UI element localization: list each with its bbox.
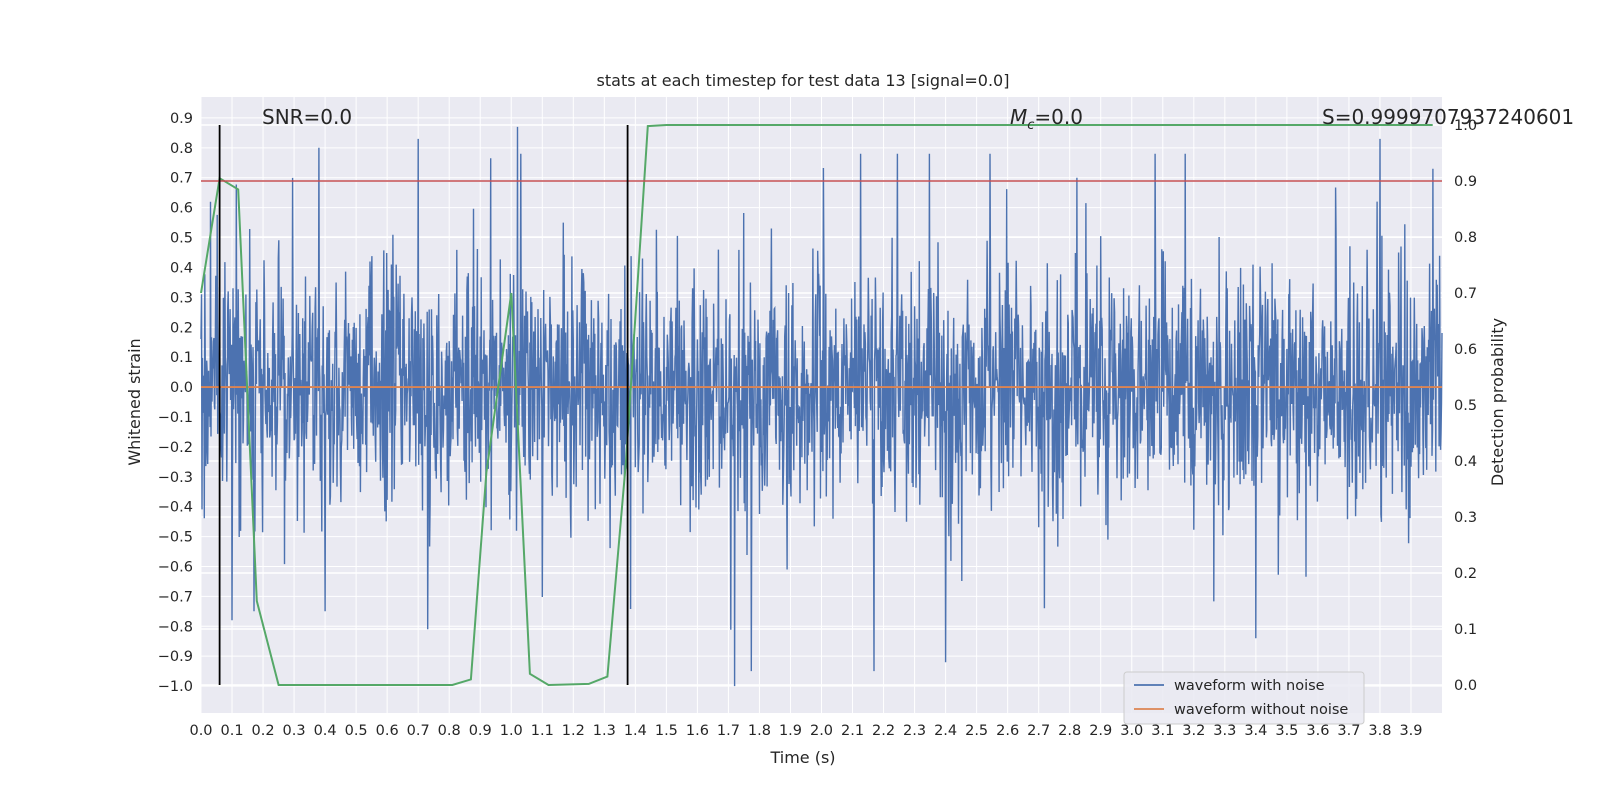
y-tick-label: −0.4: [158, 500, 193, 516]
x-tick-label: 3.5: [1275, 723, 1298, 739]
y-tick-label: 0.6: [170, 201, 193, 217]
y-tick-label: −0.8: [158, 619, 193, 635]
y2-tick-label: 1.0: [1454, 118, 1477, 134]
y-axis-label: Whitened strain: [125, 338, 144, 465]
legend: waveform with noise waveform without noi…: [1123, 671, 1365, 725]
y-tick-label: 0.4: [170, 260, 193, 276]
y-tick-label: 0.8: [170, 141, 193, 157]
x-tick-label: 2.0: [810, 723, 833, 739]
y-tick-label: 0.5: [170, 231, 193, 247]
x-tick-label: 0.3: [283, 723, 306, 739]
reference-lines: [201, 125, 1442, 685]
mc-annotation: Mc=0.0: [1010, 105, 1083, 133]
x-tick-label: 1.1: [531, 723, 554, 739]
x-tick-label: 2.1: [841, 723, 864, 739]
x-tick-label: 0.9: [469, 723, 492, 739]
y2-tick-label: 0.5: [1454, 398, 1477, 414]
y-tick-label: −0.6: [158, 559, 193, 575]
y2-tick-label: 0.8: [1454, 230, 1477, 246]
x-tick-label: 0.8: [438, 723, 461, 739]
y-tick-label: 0.2: [170, 320, 193, 336]
y-tick-label: −0.2: [158, 440, 193, 456]
x-tick-label: 0.0: [189, 723, 212, 739]
y-tick-label: 0.7: [170, 171, 193, 187]
y2-axis-ticks: 1.0 0.9 0.8 0.7 0.6 0.5 0.4 0.3 0.2 0.1 0.0: [1454, 118, 1477, 694]
x-tick-label: 3.9: [1399, 723, 1422, 739]
x-tick-label: 1.9: [779, 723, 802, 739]
mc-value: =0.0: [1034, 105, 1083, 129]
x-tick-label: 1.3: [593, 723, 616, 739]
x-tick-label: 0.5: [345, 723, 368, 739]
x-tick-label: 0.7: [407, 723, 430, 739]
y-tick-label: −0.1: [158, 410, 193, 426]
y2-axis-label: Detection probability: [1488, 318, 1507, 486]
x-tick-label: 1.8: [748, 723, 771, 739]
x-tick-label: 3.3: [1213, 723, 1236, 739]
y2-tick-label: 0.2: [1454, 566, 1477, 582]
y-axis-ticks: 0.9 0.8 0.7 0.6 0.5 0.4 0.3 0.2 0.1 0.0 −0.1 −0.2 −0…: [158, 111, 193, 695]
x-tick-label: 1.2: [562, 723, 585, 739]
series-layer: [200, 124, 1442, 687]
x-tick-label: 1.4: [624, 723, 647, 739]
x-axis-ticks: 0.0 0.1 0.2 0.3 0.4 0.5 0.6 0.7 0.8 0.9 1.0 1.1 1.2 1…: [189, 723, 1422, 739]
x-tick-label: 2.7: [1027, 723, 1050, 739]
y-tick-label: −0.5: [158, 530, 193, 546]
y-tick-label: 0.9: [170, 111, 193, 127]
x-tick-label: 2.3: [903, 723, 926, 739]
x-axis-label: Time (s): [769, 748, 835, 767]
x-tick-label: 0.4: [314, 723, 337, 739]
y2-tick-label: 0.1: [1454, 622, 1477, 638]
x-tick-label: 1.7: [717, 723, 740, 739]
x-tick-label: 2.9: [1089, 723, 1112, 739]
x-tick-label: 3.2: [1182, 723, 1205, 739]
x-tick-label: 2.6: [996, 723, 1019, 739]
x-tick-label: 3.0: [1120, 723, 1143, 739]
y-tick-label: 0.1: [170, 350, 193, 366]
x-tick-label: 2.8: [1058, 723, 1081, 739]
legend-label-noise: waveform with noise: [1174, 678, 1325, 694]
x-tick-label: 2.5: [965, 723, 988, 739]
mc-subscript: c: [1027, 118, 1034, 133]
y-tick-label: −1.0: [158, 679, 193, 695]
x-tick-label: 3.7: [1337, 723, 1360, 739]
x-tick-label: 3.8: [1368, 723, 1391, 739]
y2-tick-label: 0.9: [1454, 174, 1477, 190]
x-tick-label: 3.1: [1151, 723, 1174, 739]
legend-box: [1123, 671, 1365, 725]
x-tick-label: 2.4: [934, 723, 957, 739]
x-tick-label: 3.4: [1244, 723, 1267, 739]
score-annotation: S=0.9999707937240601: [1322, 105, 1574, 129]
y2-tick-label: 0.7: [1454, 286, 1477, 302]
y-tick-label: 0.0: [170, 380, 193, 396]
y2-tick-label: 0.3: [1454, 510, 1477, 526]
chart-title: stats at each timestep for test data 13 …: [597, 71, 1010, 90]
x-tick-label: 0.2: [252, 723, 275, 739]
series-detection-probability: [200, 124, 1433, 687]
x-tick-label: 2.2: [872, 723, 895, 739]
x-tick-label: 0.1: [220, 723, 243, 739]
y-tick-label: −0.9: [158, 649, 193, 665]
x-tick-label: 1.5: [655, 723, 678, 739]
x-tick-label: 1.6: [686, 723, 709, 739]
y-tick-label: −0.7: [158, 589, 193, 605]
y2-tick-label: 0.0: [1454, 678, 1477, 694]
y2-tick-label: 0.6: [1454, 342, 1477, 358]
snr-annotation: SNR=0.0: [262, 105, 352, 129]
y-tick-label: −0.3: [158, 470, 193, 486]
x-tick-label: 3.6: [1306, 723, 1329, 739]
y-tick-label: 0.3: [170, 290, 193, 306]
x-tick-label: 0.6: [376, 723, 399, 739]
mc-symbol: M: [1010, 105, 1027, 129]
y2-tick-label: 0.4: [1454, 454, 1477, 470]
x-tick-label: 1.0: [500, 723, 523, 739]
legend-label-clean: waveform without noise: [1174, 702, 1348, 718]
